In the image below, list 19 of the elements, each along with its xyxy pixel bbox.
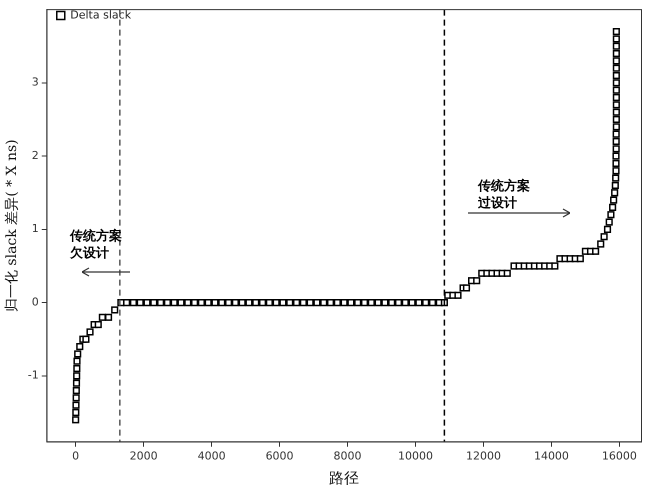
x-tick-label: 8000: [334, 449, 362, 462]
x-axis-title: 路径: [329, 468, 360, 487]
x-tick-label: 12000: [466, 449, 501, 462]
y-tick-label: 2: [32, 148, 39, 162]
legend-label: Delta slack: [70, 8, 132, 22]
x-tick-label: 6000: [266, 449, 294, 462]
y-tick-label: -1: [28, 368, 39, 382]
y-tick-label: 3: [32, 76, 39, 89]
x-tick-label: 10000: [398, 449, 433, 462]
x-tick-label: 14000: [534, 449, 569, 462]
y-axis-title: 归一化 slack 差异( * X ns): [4, 139, 20, 312]
x-tick-label: 4000: [198, 449, 226, 462]
annotation: 传统方案欠设计: [69, 228, 122, 261]
x-tick-label: 2000: [130, 449, 158, 462]
y-tick-label: 0: [32, 295, 39, 308]
x-tick-label: 0: [72, 449, 80, 462]
y-tick-label: 1: [32, 222, 39, 236]
annotation: 传统方案过设计: [477, 178, 530, 211]
x-tick-label: 16000: [602, 449, 637, 462]
